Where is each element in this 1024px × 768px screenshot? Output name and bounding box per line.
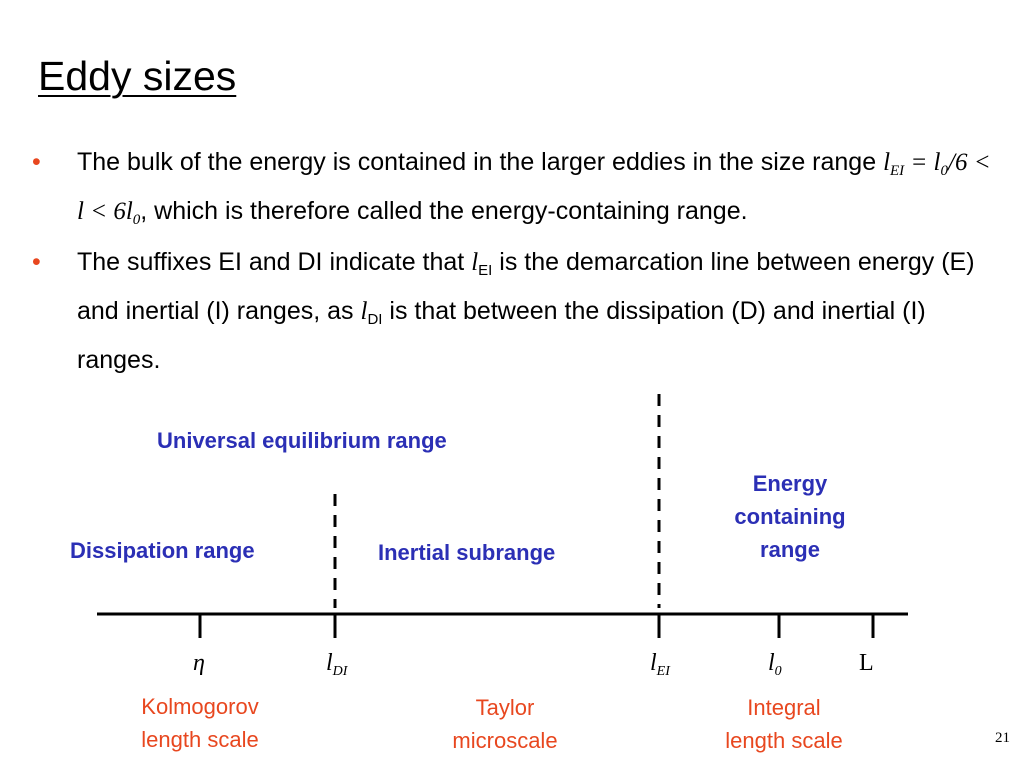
bullet-list: • The bulk of the energy is contained in… [32, 142, 992, 382]
bullet-icon: • [32, 148, 41, 176]
taylor-line: microscale [452, 728, 558, 753]
bullet-icon: • [32, 248, 41, 276]
scale-eta-text: η [193, 650, 205, 676]
math-sub: 0 [132, 212, 141, 228]
scale-symbol: l [326, 650, 333, 676]
integral-line: Integral [747, 695, 821, 720]
bullet-text: , which is therefore called the energy-c… [140, 197, 748, 225]
math-l: l [883, 149, 891, 176]
kolmogorov-label: Kolmogorov length scale [100, 690, 300, 756]
math-sub: EI [890, 163, 905, 179]
energy-range-line: containing [734, 504, 846, 529]
bullet-text: The bulk of the energy is contained in t… [77, 148, 884, 176]
scale-eta: η [193, 651, 205, 675]
inertial-subrange-label: Inertial subrange [378, 540, 556, 565]
energy-range-line: range [760, 537, 820, 562]
integral-line: length scale [725, 728, 843, 753]
scale-l0: l0 [768, 651, 782, 679]
bullet-text: The suffixes EI and DI indicate that [77, 248, 472, 276]
scale-l-di: lDI [326, 651, 347, 679]
kolmogorov-line: length scale [141, 727, 259, 752]
scale-subscript: EI [656, 664, 670, 679]
math-l: l [471, 249, 479, 276]
bullet-item: • The suffixes EI and DI indicate that l… [32, 242, 992, 380]
dissipation-range-label: Dissipation range [70, 538, 255, 563]
math-eq: = l [904, 149, 941, 176]
scale-subscript: DI [332, 664, 348, 679]
bullet-text: is that between the dissipation (D) and … [77, 297, 926, 374]
math-ineq: /6 < l < 6l [77, 149, 991, 225]
page-number: 21 [995, 730, 1010, 746]
scale-L: L [859, 650, 874, 676]
energy-range-line: Energy [752, 471, 828, 496]
math-sub: DI [367, 311, 383, 328]
bullet-text: is the demarcation line between energy (… [77, 248, 975, 325]
math-l: l [360, 298, 368, 325]
scale-symbol: l [650, 650, 657, 676]
universal-range-label: Universal equilibrium range [157, 428, 447, 453]
integral-label: Integral length scale [684, 691, 884, 757]
math-sub: EI [478, 262, 493, 279]
taylor-label: Taylor microscale [405, 691, 605, 757]
scale-symbol: l [768, 650, 775, 676]
scale-subscript: 0 [774, 664, 782, 679]
energy-range-label: Energy containing range [700, 467, 880, 566]
kolmogorov-line: Kolmogorov [141, 694, 259, 719]
math-sub: 0 [940, 163, 949, 179]
taylor-line: Taylor [475, 695, 535, 720]
slide-title: Eddy sizes [38, 53, 237, 99]
bullet-item: • The bulk of the energy is contained in… [32, 142, 992, 240]
scale-l-ei: lEI [650, 651, 670, 679]
